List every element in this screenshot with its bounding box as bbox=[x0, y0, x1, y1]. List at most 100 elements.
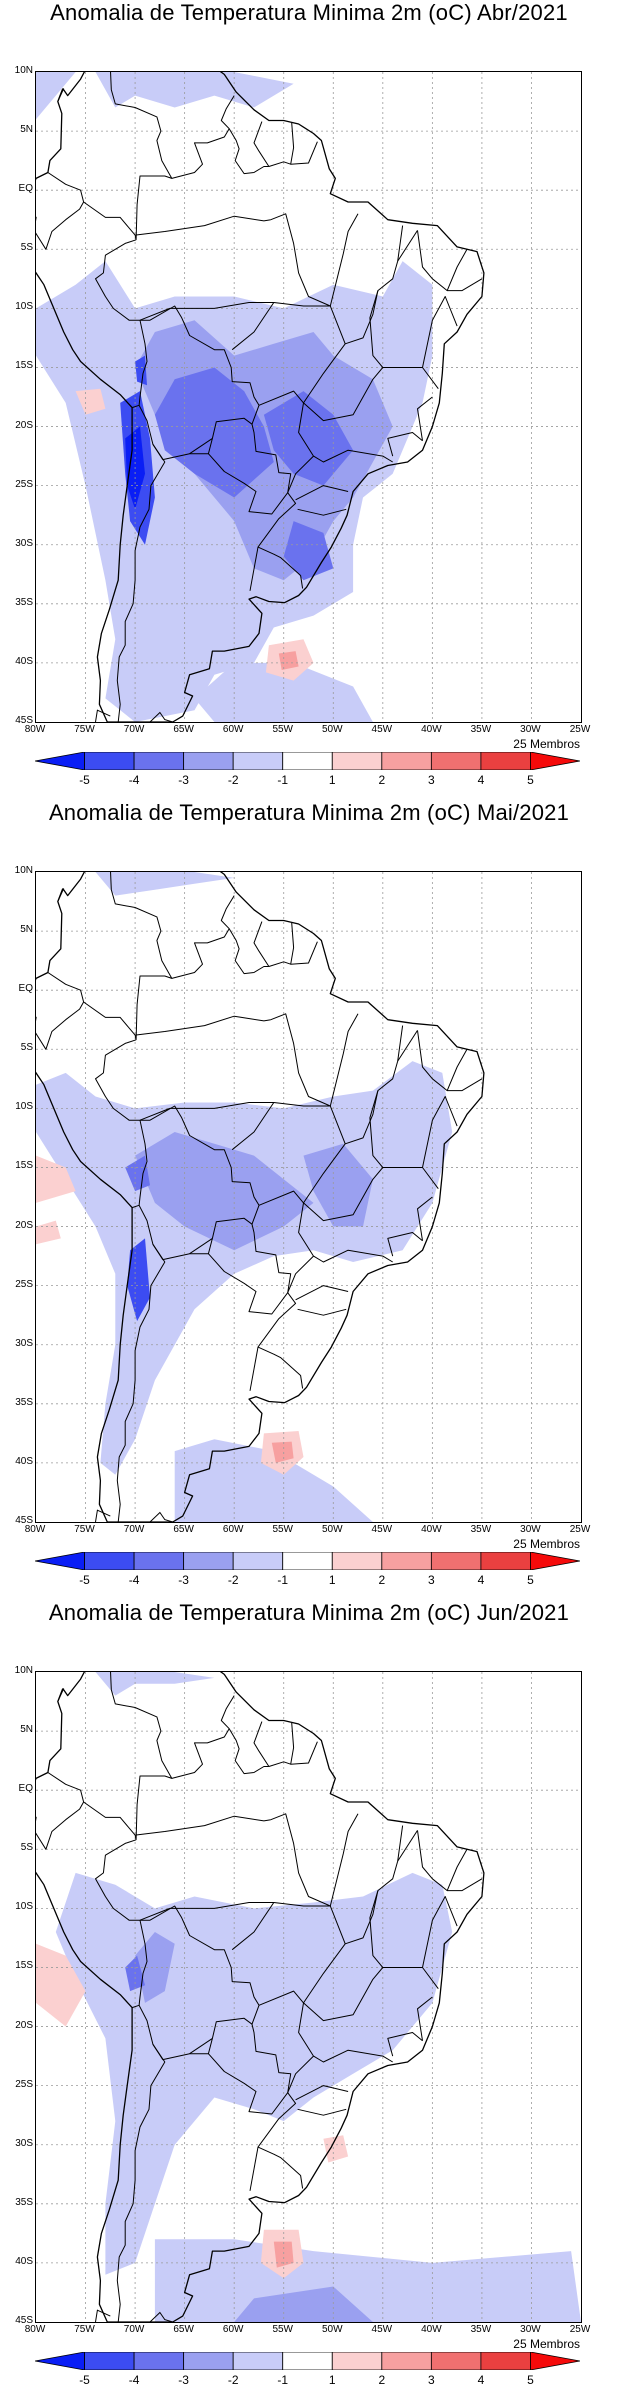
country-border bbox=[417, 396, 433, 441]
country-border bbox=[369, 290, 439, 389]
lat-tick-label: 5S bbox=[20, 1842, 33, 1854]
colorbar-label: -3 bbox=[178, 2373, 189, 2387]
lon-tick-label: 60W bbox=[222, 724, 244, 735]
colorbar-swatch bbox=[133, 2352, 185, 2370]
colorbar-swatch bbox=[35, 1552, 85, 1570]
lat-tick-label: EQ bbox=[18, 983, 33, 995]
country-border bbox=[295, 2085, 349, 2101]
colorbar-label: 1 bbox=[328, 773, 336, 787]
lon-tick-label: 75W bbox=[74, 1524, 95, 1535]
lon-tick-label: 65W bbox=[173, 2324, 194, 2335]
lon-tick-label: 70W bbox=[123, 724, 145, 735]
anomaly-contour bbox=[36, 1672, 215, 1696]
country-border bbox=[295, 485, 349, 501]
country-border bbox=[303, 1943, 384, 2022]
colorbar-label: -2 bbox=[227, 773, 239, 787]
lon-tick-label: 60W bbox=[222, 2324, 244, 2335]
colorbar-label: 5 bbox=[527, 1573, 534, 1587]
colorbar-label: -4 bbox=[128, 773, 140, 787]
country-border bbox=[257, 492, 304, 589]
colorbar-swatch bbox=[430, 752, 482, 770]
lon-tick-label: 80W bbox=[24, 2324, 46, 2335]
colorbar-swatch bbox=[530, 2352, 580, 2370]
country-border bbox=[36, 972, 85, 1050]
country-border bbox=[329, 225, 404, 345]
lon-tick-label: 75W bbox=[74, 724, 95, 735]
lat-tick-label: 40S bbox=[15, 655, 33, 667]
country-border bbox=[257, 1292, 304, 1389]
country-border bbox=[228, 128, 269, 175]
country-border bbox=[189, 2037, 213, 2055]
country-border bbox=[270, 213, 331, 307]
colorbar-swatch bbox=[232, 1552, 284, 1570]
country-border bbox=[171, 95, 235, 179]
lon-tick-label: 25W bbox=[569, 1524, 591, 1535]
country-border bbox=[287, 2055, 314, 2093]
lat-tick-label: 10S bbox=[15, 1901, 33, 1913]
country-border bbox=[95, 1039, 140, 1121]
colorbar-swatch bbox=[331, 752, 383, 770]
island-outline bbox=[149, 711, 173, 722]
country-border bbox=[110, 72, 173, 240]
country-border bbox=[57, 888, 65, 902]
colorbar-label: -3 bbox=[178, 1573, 189, 1587]
colorbar-swatch bbox=[35, 752, 85, 770]
country-border bbox=[329, 1813, 359, 1907]
country-border bbox=[83, 201, 137, 240]
anomaly-contour bbox=[55, 1872, 453, 2275]
country-border bbox=[297, 1308, 347, 1316]
country-border bbox=[298, 1202, 393, 1263]
colorbar-swatch bbox=[430, 2352, 482, 2370]
country-border bbox=[249, 2147, 259, 2191]
lat-tick-label: 15S bbox=[15, 360, 33, 372]
anomaly-contour bbox=[135, 355, 147, 386]
colorbar bbox=[35, 2352, 580, 2370]
colorbar-swatch bbox=[430, 1552, 482, 1570]
lat-tick-label: 5S bbox=[20, 1042, 33, 1054]
lon-tick-label: 50W bbox=[321, 2324, 343, 2335]
colorbar-label: 3 bbox=[428, 2373, 435, 2387]
anomaly-contour bbox=[278, 651, 299, 670]
country-border bbox=[295, 1285, 349, 1301]
country-border bbox=[57, 1688, 65, 1702]
lat-tick-label: 40S bbox=[15, 1455, 33, 1467]
map-svg bbox=[36, 872, 581, 1522]
colorbar-swatch bbox=[381, 1552, 432, 1570]
lat-tick-label: 35S bbox=[15, 2196, 33, 2208]
colorbar-swatch bbox=[282, 752, 333, 770]
lat-tick-label: 5N bbox=[20, 124, 33, 136]
lat-tick-label: 45S bbox=[15, 715, 33, 726]
country-border bbox=[287, 455, 314, 493]
country-border bbox=[57, 88, 65, 102]
country-border bbox=[422, 1096, 458, 1168]
country-border bbox=[135, 1815, 271, 1836]
panel-title: Anomalia de Temperatura Minima 2m (oC) M… bbox=[48, 800, 570, 825]
panel-title: Anomalia de Temperatura Minima 2m (oC) J… bbox=[48, 1600, 570, 1625]
country-border bbox=[253, 1721, 270, 1767]
lon-tick-label: 25W bbox=[569, 2324, 591, 2335]
colorbar-swatch bbox=[282, 1552, 333, 1570]
country-border bbox=[397, 230, 418, 262]
country-border bbox=[387, 432, 423, 457]
lon-tick-label: 30W bbox=[520, 1524, 541, 1535]
anomaly-contour bbox=[36, 72, 294, 120]
country-border bbox=[298, 2002, 393, 2063]
colorbar-label: -1 bbox=[277, 1573, 289, 1587]
country-border bbox=[139, 1102, 331, 1121]
lon-tick-label: 65W bbox=[173, 1524, 194, 1535]
colorbar-swatch bbox=[84, 752, 135, 770]
anomaly-contour bbox=[271, 1441, 294, 1463]
country-border bbox=[189, 1237, 213, 1255]
lat-tick-label: 5S bbox=[20, 242, 33, 254]
lon-tick-label: 60W bbox=[222, 1524, 244, 1535]
ensemble-members-label: 25 Membros bbox=[513, 2337, 580, 2351]
country-border bbox=[135, 215, 271, 236]
colorbar-swatch bbox=[331, 2352, 383, 2370]
lon-tick-label: 80W bbox=[24, 1524, 46, 1535]
anomaly-contour bbox=[36, 1220, 61, 1245]
anomaly-contour bbox=[263, 391, 354, 486]
lat-tick-label: 20S bbox=[15, 2019, 33, 2031]
lat-tick-label: 5N bbox=[20, 1724, 33, 1736]
colorbar-label: 5 bbox=[527, 2373, 534, 2387]
lon-tick-label: 35W bbox=[470, 1524, 492, 1535]
